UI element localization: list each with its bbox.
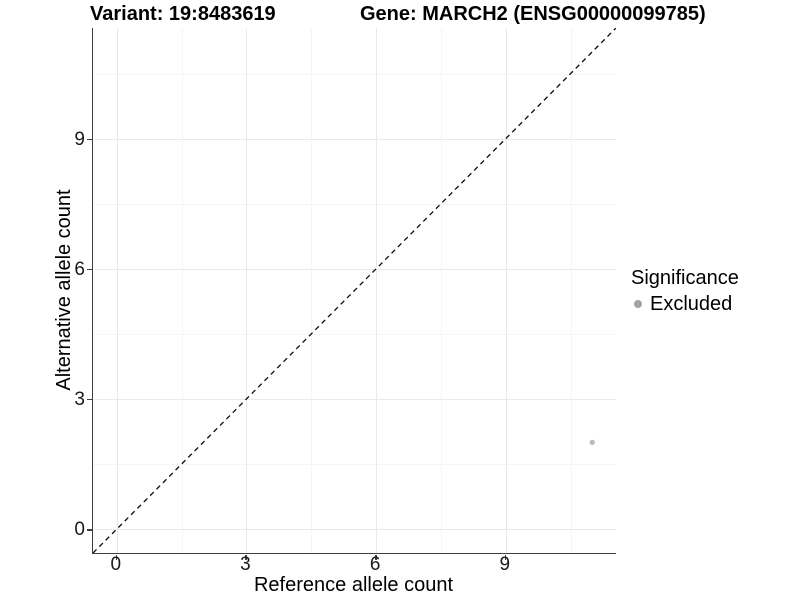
identity-dashed-line [93, 28, 616, 553]
gridline-major-v [116, 28, 118, 553]
gridline-major-v [505, 28, 507, 553]
y-tick-label: 0 [74, 519, 85, 541]
y-axis-title: Alternative allele count [53, 189, 75, 391]
legend-item-excluded: Excluded [631, 292, 739, 316]
gridline-minor-h [93, 73, 616, 75]
x-tick-label: 3 [240, 554, 251, 575]
chart-title-gene: Gene: MARCH2 (ENSG00000099785) [360, 3, 706, 25]
y-axis-tick [87, 268, 92, 271]
gridline-minor-v [570, 28, 572, 553]
gridline-major-h [93, 398, 616, 400]
x-axis-tick [115, 554, 118, 560]
chart-title-variant: Variant: 19:8483619 [90, 3, 276, 25]
gridline-minor-v [181, 28, 183, 553]
y-tick-label: 3 [74, 388, 85, 410]
gridline-major-v [246, 28, 248, 553]
gridline-major-h [93, 138, 616, 140]
x-axis-tick [504, 554, 507, 560]
y-axis-tick [87, 398, 92, 401]
gridline-minor-h [93, 464, 616, 466]
gridline-major-v [376, 28, 378, 553]
y-tick-label: 9 [74, 128, 85, 150]
plot-canvas [93, 28, 616, 553]
x-axis-tick [375, 554, 377, 560]
x-tick-label: 9 [499, 554, 511, 575]
x-axis-tick [245, 554, 247, 560]
gridline-minor-v [440, 28, 442, 553]
legend-title: Significance [631, 267, 739, 289]
legend-point-icon [634, 300, 642, 308]
data-point [589, 439, 595, 445]
legend-item-label: Excluded [650, 293, 733, 315]
x-axis-title: Reference allele count [253, 574, 453, 596]
y-axis-tick [87, 138, 92, 141]
gridline-major-h [93, 529, 616, 531]
gridline-minor-v [311, 28, 313, 553]
gridline-major-h [93, 268, 616, 270]
x-tick-label: 0 [110, 554, 122, 575]
gridline-minor-h [93, 203, 616, 205]
y-tick-label: 6 [74, 258, 85, 280]
legend: Significance Excluded [631, 266, 739, 316]
plot-panel [92, 28, 616, 554]
x-tick-label: 6 [369, 554, 381, 575]
y-axis-tick [87, 529, 92, 531]
gridline-minor-h [93, 333, 616, 335]
